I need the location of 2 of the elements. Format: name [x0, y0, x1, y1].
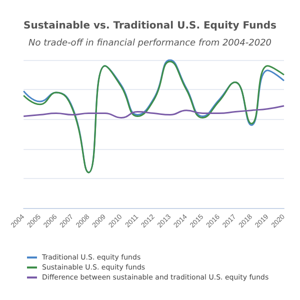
- chart-subtitle: No trade-off in financial performance from 2004-2020: [28, 38, 272, 48]
- chart-title: Sustainable vs. Traditional U.S. Equity Funds: [24, 20, 277, 32]
